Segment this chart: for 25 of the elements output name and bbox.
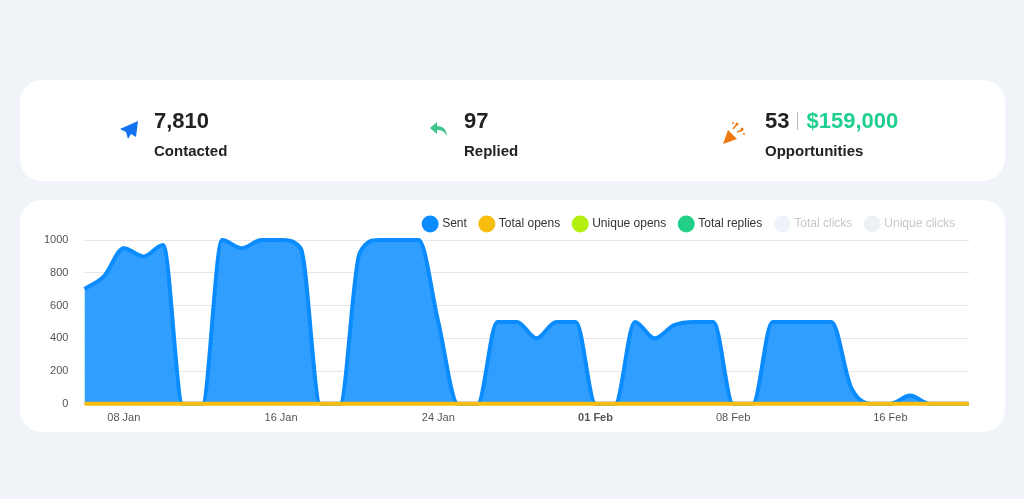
y-tick-label: 1000: [43, 233, 69, 246]
y-tick-label: 200: [50, 364, 69, 377]
legend-label: Total clicks: [794, 216, 853, 231]
y-tick-label: 400: [50, 331, 69, 344]
y-tick-label: 800: [50, 265, 69, 278]
legend-label: Total opens: [498, 216, 561, 231]
x-tick-label: 01 Feb: [578, 411, 614, 424]
legend-label: Total replies: [698, 216, 763, 231]
y-tick-label: 0: [62, 396, 69, 409]
legend-label: Sent: [442, 216, 468, 231]
text: $159,000: [806, 108, 899, 133]
text: 97: [464, 108, 490, 134]
x-tick-label: 16 Feb: [873, 411, 908, 424]
legend-label: Unique opens: [592, 216, 667, 231]
text: Replied: [464, 142, 519, 159]
x-tick-label: 08 Feb: [716, 411, 751, 424]
x-tick-label: 08 Jan: [107, 411, 141, 424]
legend-label: Unique clicks: [884, 216, 956, 231]
text: 7,810: [154, 108, 211, 134]
y-tick-label: 600: [50, 298, 69, 311]
x-tick-label: 24 Jan: [421, 411, 455, 424]
text: Opportunities: [765, 142, 865, 159]
text: Contacted: [154, 142, 228, 159]
x-tick-label: 16 Jan: [264, 411, 298, 424]
text: 53: [765, 108, 790, 133]
